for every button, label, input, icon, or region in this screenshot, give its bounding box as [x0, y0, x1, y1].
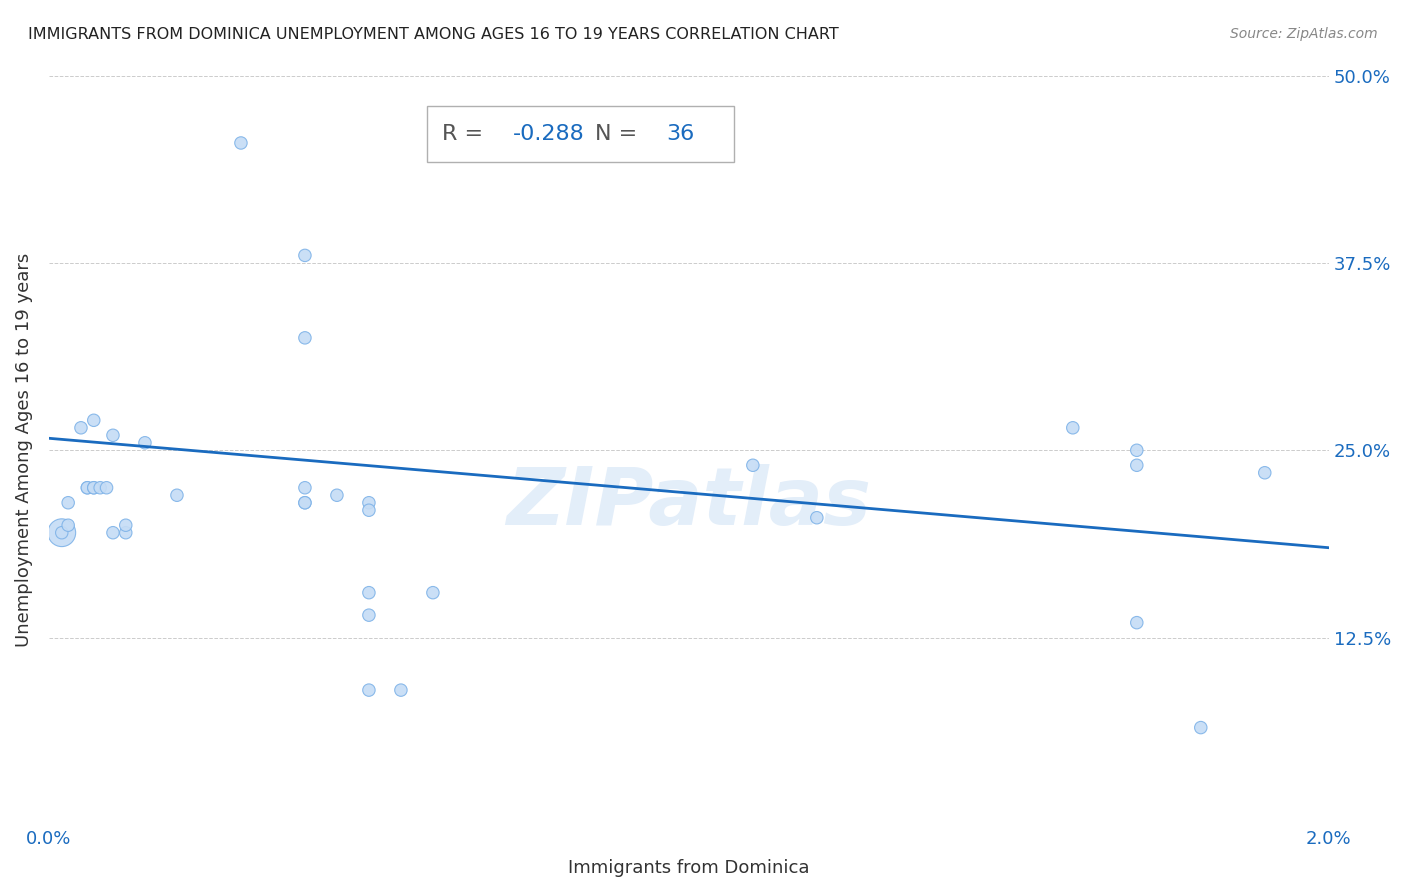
- Point: [101, 525, 124, 540]
- Point: [83, 413, 105, 427]
- Y-axis label: Unemployment Among Ages 16 to 19 years: Unemployment Among Ages 16 to 19 years: [15, 253, 32, 648]
- Point: [294, 331, 316, 345]
- Point: [1126, 443, 1149, 458]
- Point: [1126, 615, 1149, 630]
- Point: [741, 458, 763, 473]
- Point: [389, 683, 412, 698]
- Text: -0.288: -0.288: [513, 124, 585, 144]
- Text: 36: 36: [666, 124, 695, 144]
- Point: [114, 525, 136, 540]
- Text: R =: R =: [441, 124, 491, 144]
- Point: [1062, 421, 1084, 435]
- Point: [56, 496, 79, 510]
- Point: [357, 683, 380, 698]
- Point: [422, 585, 444, 599]
- Point: [83, 481, 105, 495]
- Point: [96, 481, 118, 495]
- Point: [1126, 458, 1149, 473]
- Text: ZIPatlas: ZIPatlas: [506, 464, 872, 541]
- Point: [1254, 466, 1277, 480]
- Point: [294, 496, 316, 510]
- Point: [76, 481, 98, 495]
- Point: [56, 518, 79, 533]
- Point: [1189, 721, 1212, 735]
- Text: Source: ZipAtlas.com: Source: ZipAtlas.com: [1230, 27, 1378, 41]
- Point: [166, 488, 188, 502]
- Point: [294, 248, 316, 262]
- Point: [51, 525, 73, 540]
- Point: [357, 608, 380, 623]
- Point: [76, 481, 98, 495]
- Point: [89, 481, 111, 495]
- X-axis label: Immigrants from Dominica: Immigrants from Dominica: [568, 859, 810, 877]
- Point: [326, 488, 349, 502]
- Text: N =: N =: [596, 124, 645, 144]
- Point: [357, 585, 380, 599]
- Point: [357, 503, 380, 517]
- Point: [51, 525, 73, 540]
- Point: [806, 510, 828, 524]
- Point: [357, 496, 380, 510]
- Point: [101, 428, 124, 442]
- Point: [229, 136, 252, 150]
- FancyBboxPatch shape: [426, 105, 734, 161]
- Point: [114, 518, 136, 533]
- Point: [70, 421, 93, 435]
- Point: [134, 435, 156, 450]
- Text: IMMIGRANTS FROM DOMINICA UNEMPLOYMENT AMONG AGES 16 TO 19 YEARS CORRELATION CHAR: IMMIGRANTS FROM DOMINICA UNEMPLOYMENT AM…: [28, 27, 839, 42]
- Point: [294, 496, 316, 510]
- Point: [294, 481, 316, 495]
- Point: [83, 481, 105, 495]
